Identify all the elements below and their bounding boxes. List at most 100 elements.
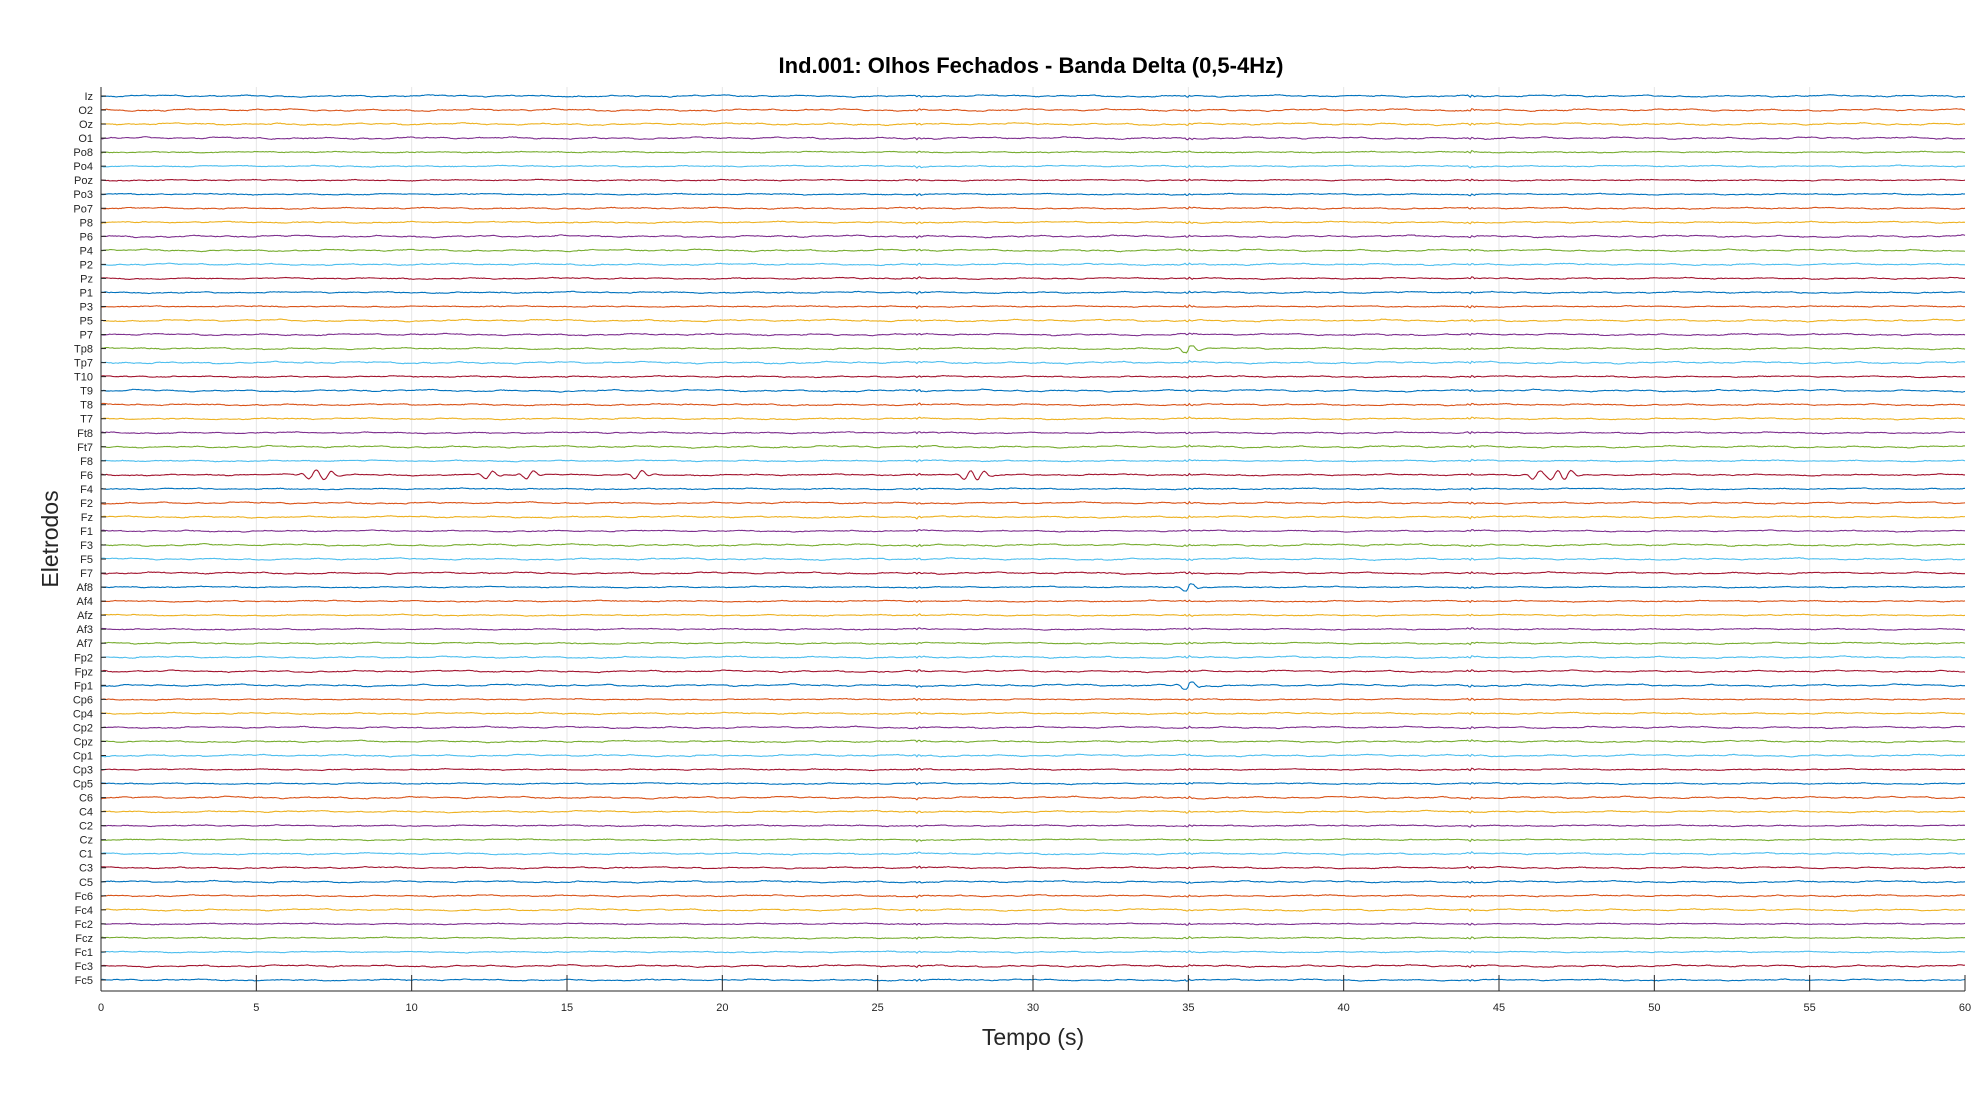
x-axis-label: Tempo (s) bbox=[982, 1024, 1084, 1050]
y-tick-label: Cp2 bbox=[73, 722, 93, 734]
trace-Fc6 bbox=[100, 893, 1966, 899]
trace-F3 bbox=[100, 542, 1966, 548]
y-tick-label: P2 bbox=[80, 259, 93, 271]
y-tick-label: Fc1 bbox=[75, 947, 93, 959]
y-tick-label: Cp3 bbox=[73, 765, 93, 777]
x-tick-label: 40 bbox=[1338, 1002, 1350, 1014]
trace-Cp2 bbox=[100, 725, 1966, 730]
y-tick-label: Ft8 bbox=[77, 428, 93, 440]
chart-title: Ind.001: Olhos Fechados - Banda Delta (0… bbox=[779, 53, 1284, 78]
y-tick-label: Fz bbox=[81, 512, 93, 524]
y-tick-label: Tp7 bbox=[74, 358, 93, 370]
trace-C2 bbox=[100, 824, 1966, 828]
y-tick-label: P3 bbox=[80, 301, 93, 313]
y-tick-label: F8 bbox=[80, 456, 93, 468]
eeg-traces bbox=[100, 94, 1966, 982]
trace-T10 bbox=[100, 374, 1966, 379]
trace-Fp2 bbox=[100, 654, 1966, 660]
trace-T8 bbox=[100, 402, 1966, 407]
trace-O2 bbox=[100, 108, 1966, 112]
trace-F1 bbox=[100, 528, 1966, 533]
x-tick-label: 35 bbox=[1182, 1002, 1194, 1014]
x-tick-label: 55 bbox=[1804, 1002, 1816, 1014]
x-tick-label: 15 bbox=[561, 1002, 573, 1014]
y-tick-label: Fc2 bbox=[75, 919, 93, 931]
trace-Ft8 bbox=[100, 431, 1966, 435]
trace-Af7 bbox=[100, 641, 1966, 646]
trace-Pz bbox=[100, 276, 1966, 281]
trace-P7 bbox=[100, 332, 1966, 337]
y-tick-label: Po8 bbox=[73, 147, 93, 159]
y-tick-label: P4 bbox=[80, 245, 93, 257]
y-tick-label: O1 bbox=[78, 133, 93, 145]
x-tick-label: 10 bbox=[406, 1002, 418, 1014]
y-tick-label: C5 bbox=[79, 877, 93, 889]
trace-Fc4 bbox=[100, 907, 1966, 913]
trace-Fc1 bbox=[100, 950, 1966, 954]
trace-Afz bbox=[100, 613, 1966, 617]
y-tick-label: P5 bbox=[80, 316, 93, 328]
trace-Cp4 bbox=[100, 711, 1966, 716]
y-tick-label: Cp1 bbox=[73, 750, 93, 762]
y-tick-label: Iz bbox=[84, 91, 93, 103]
x-tick-label: 5 bbox=[253, 1002, 259, 1014]
trace-Fpz bbox=[100, 669, 1966, 674]
y-tick-label: Cp6 bbox=[73, 694, 93, 706]
trace-Cp5 bbox=[100, 781, 1966, 786]
y-tick-label: Cz bbox=[80, 835, 93, 847]
y-tick-label: F1 bbox=[80, 526, 93, 538]
trace-C5 bbox=[100, 879, 1966, 885]
trace-F8 bbox=[100, 458, 1966, 463]
y-axis-label: Eletrodos bbox=[37, 490, 63, 587]
x-tick-label: 60 bbox=[1959, 1002, 1971, 1014]
y-tick-label: P8 bbox=[80, 217, 93, 229]
trace-Cpz bbox=[101, 739, 1966, 744]
y-tick-label: Fc3 bbox=[75, 961, 93, 973]
trace-Po8 bbox=[100, 149, 1966, 154]
y-tick-label: Fcz bbox=[75, 933, 93, 945]
trace-P1 bbox=[100, 290, 1966, 295]
trace-Af8 bbox=[100, 583, 1965, 592]
y-tick-label: Cp4 bbox=[73, 708, 93, 720]
y-tick-label: C6 bbox=[79, 793, 93, 805]
y-tick-label: F5 bbox=[80, 554, 93, 566]
x-tick-label: 50 bbox=[1648, 1002, 1660, 1014]
y-tick-label: P7 bbox=[80, 330, 93, 342]
y-tick-label: Po3 bbox=[73, 189, 93, 201]
trace-P4 bbox=[100, 248, 1966, 253]
y-tick-label: Poz bbox=[74, 175, 93, 187]
trace-C6 bbox=[100, 795, 1966, 801]
y-tick-label: F2 bbox=[80, 498, 93, 510]
trace-Ft7 bbox=[100, 444, 1966, 449]
trace-C3 bbox=[100, 865, 1966, 870]
trace-Oz bbox=[100, 122, 1966, 127]
trace-P2 bbox=[100, 262, 1966, 267]
y-tick-label: Po7 bbox=[73, 203, 93, 215]
y-tick-label: Po4 bbox=[73, 161, 93, 173]
y-tick-label: Fc6 bbox=[75, 891, 93, 903]
y-tick-label: T7 bbox=[80, 414, 93, 426]
trace-Po7 bbox=[100, 206, 1966, 211]
trace-P6 bbox=[100, 234, 1966, 239]
trace-Cp6 bbox=[100, 697, 1966, 702]
y-tick-label: Af8 bbox=[76, 582, 93, 594]
y-tick-label: P6 bbox=[80, 231, 93, 243]
y-tick-label: C1 bbox=[79, 849, 93, 861]
trace-P5 bbox=[101, 318, 1966, 323]
y-tick-label: P1 bbox=[80, 287, 93, 299]
trace-Tp7 bbox=[100, 359, 1966, 365]
y-tick-label: T9 bbox=[80, 386, 93, 398]
y-tick-labels: Iz O2 Oz O1 Po8 Po4 Poz Po3 Po7 P8 P6 P4 P2 Pz P1 P3 P5 P… bbox=[73, 91, 106, 987]
y-tick-label: Af4 bbox=[76, 596, 93, 608]
y-tick-label: Pz bbox=[80, 273, 93, 285]
x-tick-label: 20 bbox=[716, 1002, 728, 1014]
trace-O1 bbox=[100, 136, 1966, 141]
y-tick-label: C4 bbox=[79, 807, 93, 819]
y-tick-label: Fp2 bbox=[74, 652, 93, 664]
y-tick-label: T8 bbox=[80, 400, 93, 412]
y-tick-label: Cpz bbox=[73, 736, 93, 748]
y-tick-label: C3 bbox=[79, 863, 93, 875]
trace-P8 bbox=[100, 220, 1966, 225]
y-tick-label: T10 bbox=[74, 372, 93, 384]
